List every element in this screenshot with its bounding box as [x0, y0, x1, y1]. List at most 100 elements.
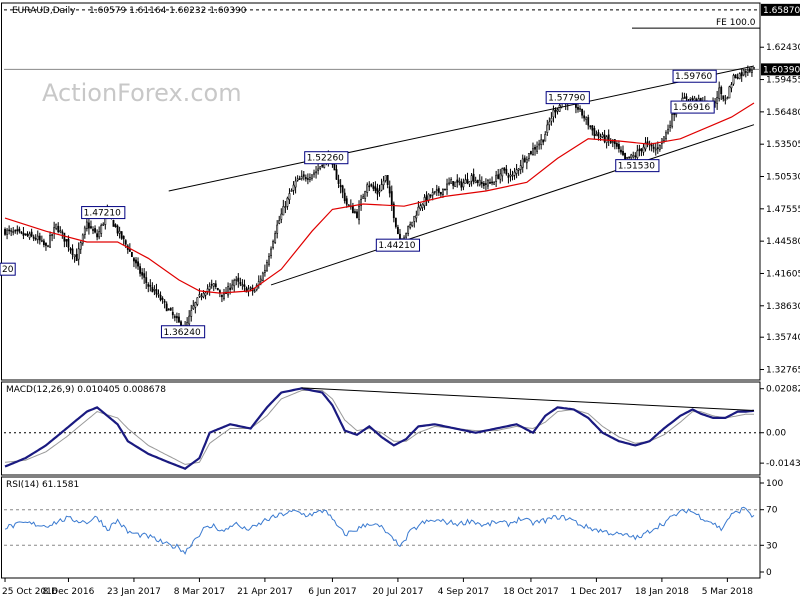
candle-body: [435, 189, 438, 191]
pivot-label: 1.52260: [307, 154, 344, 164]
candle-body: [302, 174, 305, 177]
candle-body: [88, 222, 90, 229]
x-tick-label: 8 Dec 2016: [43, 587, 95, 597]
candle-body: [380, 184, 383, 191]
candle-body: [351, 205, 354, 214]
candle-body: [558, 105, 561, 112]
candle-body: [32, 236, 35, 239]
candle-body: [476, 179, 479, 184]
candle-body: [169, 308, 172, 311]
candle-body: [523, 157, 526, 162]
candle-body: [92, 229, 94, 231]
candle-body: [345, 198, 348, 205]
candle-body: [4, 229, 6, 235]
candle-body: [231, 284, 234, 289]
candle-body: [163, 300, 166, 303]
candle-body: [337, 179, 340, 184]
candle-body: [689, 97, 692, 100]
candle-body: [120, 231, 123, 239]
chart-header-ohlc: 1.60579 1.61164 1.60232 1.60390: [89, 6, 247, 16]
candle-body: [165, 303, 168, 312]
macd-line: [4, 387, 755, 470]
candle-body: [51, 234, 54, 236]
candle-body: [85, 221, 88, 229]
candle-body: [274, 233, 277, 243]
candle-body: [161, 298, 164, 300]
candle-body: [601, 134, 604, 138]
candle-body: [413, 215, 416, 222]
candle-body: [386, 175, 389, 185]
candle-body: [313, 172, 315, 175]
candle-body: [628, 156, 631, 159]
candle-body: [652, 146, 655, 149]
candle-body: [141, 272, 144, 276]
candle-body: [137, 261, 139, 267]
candle-body: [282, 206, 285, 216]
candle-body: [176, 316, 178, 319]
candle-body: [8, 229, 11, 232]
x-tick-label: 4 Sep 2017: [438, 587, 489, 597]
candle-body: [732, 75, 735, 85]
candle-body: [118, 230, 121, 234]
candle-body: [38, 235, 41, 241]
candle-body: [198, 294, 201, 297]
fe-level-label: FE 100.0: [716, 18, 756, 28]
candle-body: [190, 310, 193, 317]
candle-body: [448, 182, 450, 185]
candle-body: [196, 297, 199, 305]
pivot-label: 1.44210: [378, 241, 415, 251]
x-tick-label: 20 Jul 2017: [372, 587, 423, 597]
candle-body: [478, 179, 481, 186]
candle-body: [290, 190, 293, 192]
candle-body: [243, 284, 246, 287]
candle-body: [100, 225, 103, 234]
candle-body: [40, 239, 43, 242]
candle-body: [660, 138, 663, 144]
candle-body: [233, 280, 236, 287]
candle-body: [311, 174, 313, 179]
candle-body: [28, 233, 31, 238]
pivot-label-box: [160, 325, 206, 339]
candle-body: [294, 180, 297, 188]
candle-body: [687, 99, 690, 101]
candle-body: [49, 235, 51, 248]
candle-body: [22, 232, 25, 236]
candle-body: [133, 258, 135, 262]
candle-body: [489, 182, 491, 184]
candle-body: [460, 181, 463, 188]
candle-body: [669, 125, 671, 128]
candle-body: [744, 71, 747, 73]
candle-body: [192, 305, 195, 310]
macd-y-tick-label: 0.00: [766, 429, 786, 439]
candle-body: [734, 74, 737, 79]
candle-body: [583, 115, 586, 119]
candle-body: [354, 211, 356, 213]
candle-body: [638, 148, 641, 152]
candle-body: [444, 188, 446, 191]
pivot-label-box: [81, 206, 126, 220]
candle-body: [546, 124, 549, 133]
candle-body: [173, 316, 176, 318]
candle-body: [411, 221, 414, 227]
price-y-tick-label: 1.50530: [766, 173, 800, 183]
candle-body: [693, 97, 696, 102]
candle-body: [280, 213, 283, 220]
candle-body: [122, 235, 125, 240]
candle-body: [591, 125, 594, 131]
candle-body: [634, 155, 637, 158]
candle-body: [532, 148, 534, 155]
candle-body: [454, 181, 457, 188]
candle-body: [272, 241, 275, 248]
candle-body: [57, 225, 60, 233]
candle-body: [519, 165, 522, 170]
candle-body: [509, 174, 512, 177]
macd-panel: 0.020827 0.00 -0.014386: [4, 385, 800, 470]
candle-body: [722, 95, 725, 100]
watermark: ActionForex.com: [42, 79, 242, 107]
candle-body: [419, 205, 422, 209]
candle-body: [390, 191, 393, 206]
candle-body: [239, 282, 242, 285]
candle-body: [24, 233, 27, 236]
candle-body: [263, 269, 266, 273]
candle-body: [552, 109, 555, 118]
